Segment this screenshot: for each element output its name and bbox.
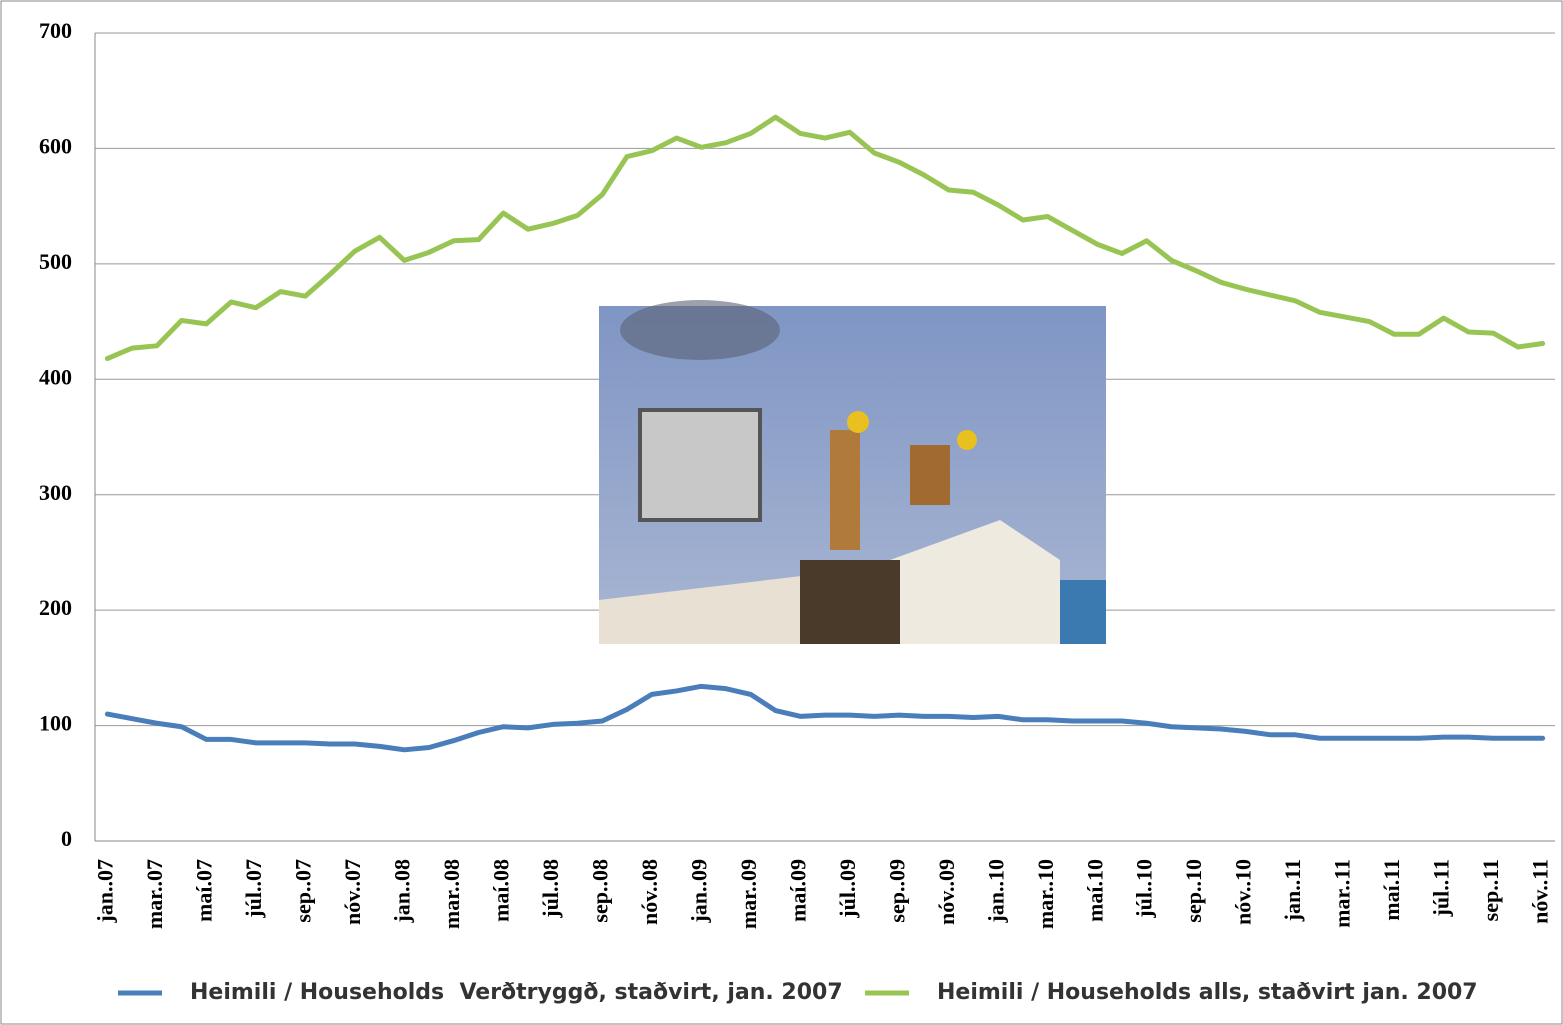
x-tick-label: júl..11 [1429,859,1454,917]
photo-roof [599,575,820,644]
x-tick-label: sep..08 [587,859,612,923]
photo-helmet [957,430,977,450]
photo-vehicle [1060,580,1106,644]
photo-roof [890,520,1060,644]
x-tick-label: júl..08 [538,859,563,919]
x-tick-label: nóv..09 [934,859,959,925]
x-tick-label: jan..09 [686,859,711,924]
x-tick-label: nóv..11 [1528,859,1553,924]
legend-label: Heimili / Households alls, staðvirt jan.… [937,980,1478,1005]
photo-firefighter [910,445,950,505]
y-tick-label: 0 [61,826,72,851]
y-tick-label: 200 [39,595,72,620]
x-tick-label: jan..10 [983,859,1008,924]
y-tick-label: 100 [39,711,72,736]
y-tick-label: 500 [39,249,72,274]
x-tick-label: maí.11 [1379,859,1404,921]
photo-smoke [620,300,780,360]
x-tick-label: sep..11 [1478,859,1503,921]
lines [104,114,1546,753]
x-tick-label: jan..07 [92,859,117,924]
data-line [104,114,1546,362]
x-tick-label: nóv..08 [637,859,662,925]
photo-firefighter [830,430,860,550]
x-tick-label: júl..07 [241,859,266,919]
x-tick-label: mar..09 [736,859,761,929]
x-tick-label: mar..10 [1033,859,1058,929]
y-tick-label: 300 [39,480,72,505]
x-tick-label: mar..07 [142,859,167,929]
legend: Heimili / Households Verðtryggð, staðvir… [118,980,1478,1005]
x-tick-label: maí.10 [1082,859,1107,922]
x-tick-label: jan..11 [1280,859,1305,922]
y-tick-label: 400 [39,364,72,389]
data-line [104,683,1546,753]
x-tick-label: mar..11 [1330,859,1355,928]
photo-helmet [847,411,869,433]
photo [599,300,1106,644]
legend-label: Heimili / Households Verðtryggð, staðvir… [190,980,843,1005]
x-tick-label: nóv..10 [1231,859,1256,925]
x-tick-label: júl..09 [835,859,860,919]
x-tick-label: maí.08 [488,859,513,922]
x-tick-label: maí.09 [785,859,810,922]
x-tick-label: jan..08 [389,859,414,924]
y-tick-label: 600 [39,133,72,158]
x-tick-label: mar..08 [439,859,464,929]
photo-debris [800,560,900,644]
x-tick-label: sep..07 [290,859,315,923]
x-tick-label: maí.07 [191,859,216,922]
y-tick-label: 700 [39,18,72,43]
x-tick-label: júl..10 [1132,859,1157,919]
x-tick-label: sep..09 [884,859,909,923]
x-tick-label: sep..10 [1181,859,1206,923]
photo-platform [638,408,762,522]
x-tick-label: nóv..07 [340,859,365,925]
grid: 0 100 200 300 400 500 600 700 jan..07 mar..07 maí.… [39,18,1555,929]
